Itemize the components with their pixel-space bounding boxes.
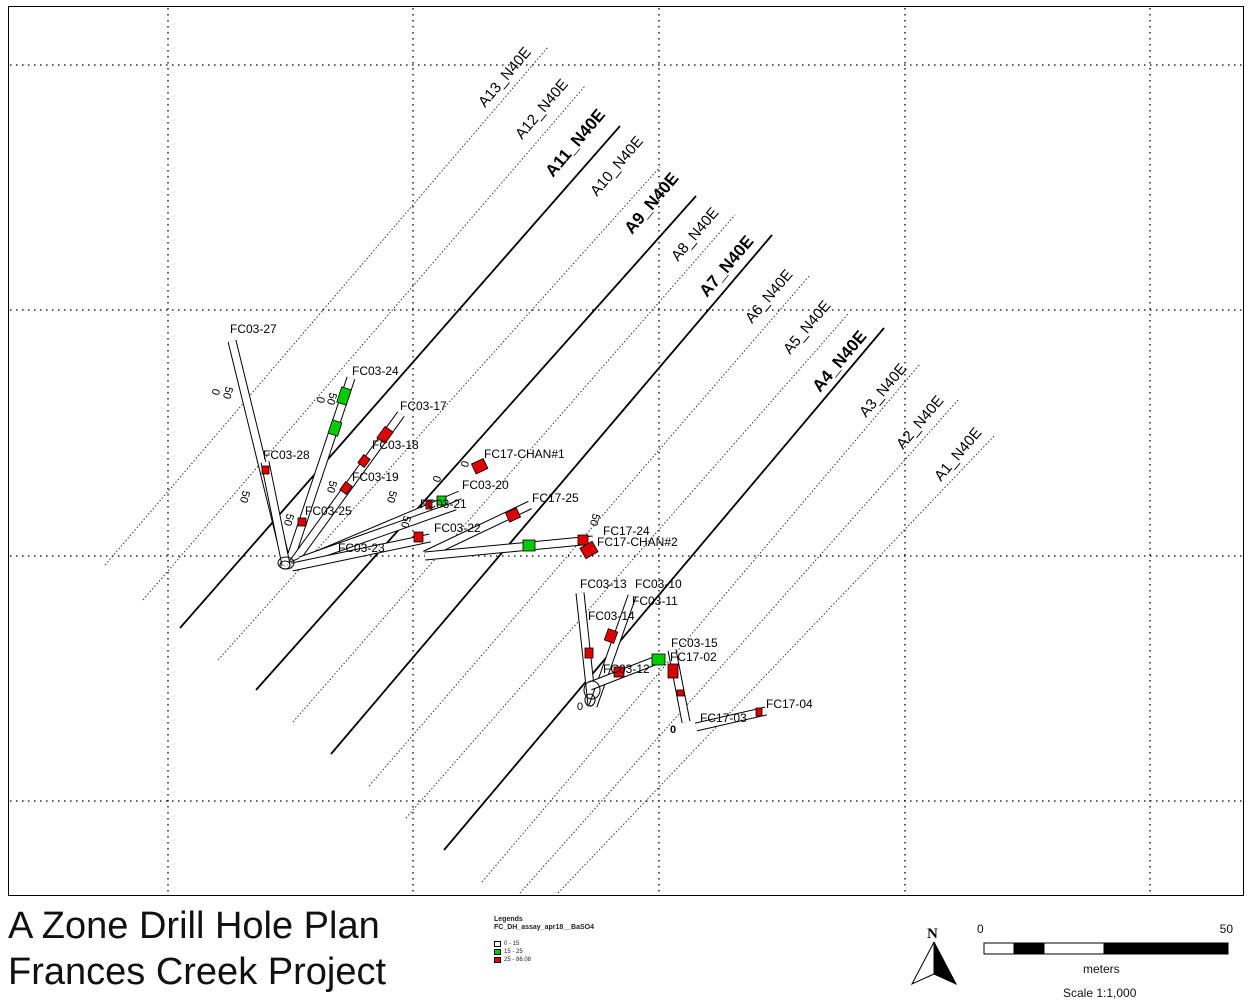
legend-swatch-low — [494, 941, 501, 947]
legend: Legends FC_DH_assay_apr18__BaSO4 0 - 15 … — [494, 916, 594, 964]
svg-text:.......: ....... — [22, 61, 30, 66]
hole-label-fc17-25: FC17-25 — [532, 491, 579, 505]
section-line-a13 — [104, 46, 549, 566]
scale-end-label: 50 — [1219, 922, 1233, 936]
section-line-a8 — [292, 214, 736, 723]
collar-cluster-east — [583, 680, 601, 707]
legend-swatch-mid — [494, 949, 501, 955]
hole-label-fc03-27: FC03-27 — [230, 322, 277, 336]
hole-label-fc17-03: FC17-03 — [700, 711, 747, 725]
legend-item-label: 25 - 86.08 — [504, 957, 532, 963]
hole-label-fc03-22: FC03-22 — [434, 521, 481, 535]
section-line-a6 — [368, 274, 811, 787]
depth-mark: 50 — [237, 489, 252, 504]
legend-swatch-high — [494, 957, 501, 963]
hole-label-fc03-23: FC03-23 — [338, 541, 385, 555]
legend-item-label: 0 - 15 — [504, 941, 520, 947]
depth-marks: 0 50 0 50 50 50 50 0 50 50 0 50 0 0 — [209, 385, 677, 736]
section-line-a3 — [481, 363, 921, 883]
map-title: A Zone Drill Hole Plan — [8, 905, 380, 947]
hole-label-fc03-25: FC03-25 — [305, 504, 352, 518]
section-line-a4 — [443, 327, 885, 851]
assay-intervals — [261, 386, 763, 717]
section-line-a1 — [557, 434, 996, 894]
svg-text:.......: ....... — [22, 306, 30, 311]
legend-heading: Legends — [494, 916, 523, 923]
hole-label-fc03-20: FC03-20 — [462, 478, 509, 492]
coordinate-grid — [10, 8, 1243, 895]
legend-item-high: 25 - 86.08 — [494, 956, 594, 964]
scale-ratio: Scale 1:1,000 — [1063, 986, 1137, 1000]
hole-label-fc03-18: FC03-18 — [372, 438, 419, 452]
depth-mark: 50 — [281, 512, 296, 527]
north-label: N — [927, 926, 938, 942]
hole-label-fc17-chan2: FC17-CHAN#2 — [597, 535, 678, 549]
depth-mark: 0 — [670, 724, 676, 736]
depth-mark: 0 — [209, 387, 222, 396]
hole-label-fc03-11: FC03-11 — [632, 594, 678, 608]
grid-coordinate-labels: ....... ....... ....... ....... — [22, 61, 30, 802]
section-line-a2 — [519, 399, 959, 894]
depth-mark: 50 — [384, 489, 399, 504]
svg-text:.......: ....... — [22, 552, 30, 557]
hole-label-fc03-21: FC03-21 — [420, 497, 467, 511]
section-line-a7 — [330, 234, 773, 755]
hole-label-fc03-24: FC03-24 — [352, 364, 399, 378]
depth-mark: 0 — [314, 395, 327, 404]
hole-label-fc03-15: FC03-15 — [671, 636, 718, 650]
scale-bar-graphic — [983, 942, 1229, 955]
map-subtitle: Frances Creek Project — [8, 951, 387, 993]
scale-units: meters — [1083, 962, 1120, 976]
section-line-a11 — [179, 125, 621, 629]
legend-item-label: 15 - 25 — [504, 949, 523, 955]
hole-label-fc03-14: FC03-14 — [588, 609, 635, 623]
hole-label-fc03-28: FC03-28 — [263, 448, 310, 462]
depth-mark: 50 — [324, 391, 339, 406]
drill-hole-plan-map: ....... ....... ....... ....... A13_N40E… — [8, 6, 1244, 896]
section-lines — [104, 46, 996, 894]
depth-mark: 50 — [324, 479, 339, 494]
collar-cluster-west — [277, 556, 295, 570]
hole-label-fc17-24: FC17-24 — [603, 524, 650, 538]
section-line-a9 — [255, 195, 697, 691]
depth-mark: 50 — [220, 385, 235, 400]
depth-mark: 50 — [587, 512, 602, 527]
map-frame — [8, 6, 1244, 896]
depth-mark: 0 — [577, 701, 583, 713]
scale-bar: 0 50 meters Scale 1:1,000 — [975, 922, 1237, 1000]
hole-label-fc17-02: FC17-02 — [670, 650, 717, 664]
depth-mark: 0 — [458, 459, 471, 468]
hole-label-fc03-19: FC03-19 — [352, 470, 399, 484]
hole-label-fc03-17: FC03-17 — [400, 399, 447, 413]
scale-start-label: 0 — [977, 922, 984, 936]
depth-mark: 0 — [430, 474, 443, 483]
depth-mark: 50 — [398, 514, 413, 529]
hole-label-fc03-12: FC03-12 — [603, 662, 650, 676]
legend-item-low: 0 - 15 — [494, 940, 594, 948]
legend-item-mid: 15 - 25 — [494, 948, 594, 956]
hole-label-fc03-13: FC03-13 — [580, 577, 627, 591]
legend-layer-name: FC_DH_assay_apr18__BaSO4 — [494, 924, 595, 931]
svg-text:.......: ....... — [22, 797, 30, 802]
hole-label-fc17-04: FC17-04 — [766, 697, 813, 711]
hole-label-fc17-chan1: FC17-CHAN#1 — [484, 447, 565, 461]
north-arrow-icon: N — [910, 926, 958, 986]
hole-label-fc03-10: FC03-10 — [635, 577, 682, 591]
section-line-a12 — [142, 85, 586, 601]
